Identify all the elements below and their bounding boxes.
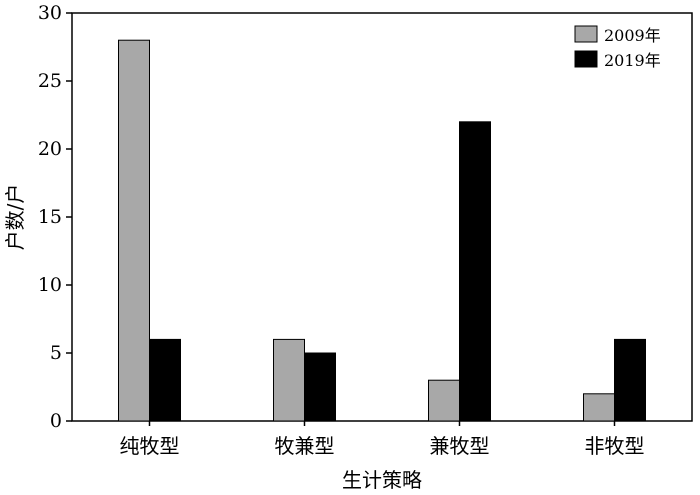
y-tick-label: 30 bbox=[38, 2, 62, 24]
bar-2009-1 bbox=[118, 39, 150, 422]
legend-swatch-2019 bbox=[574, 50, 598, 68]
legend-label-2019: 2019年 bbox=[604, 51, 661, 70]
bar-2009-3 bbox=[428, 379, 460, 422]
y-tick-label: 5 bbox=[50, 342, 62, 364]
legend-swatch-2009 bbox=[574, 25, 598, 43]
x-category-label: 兼牧型 bbox=[430, 434, 490, 458]
bar-2019-4 bbox=[614, 338, 646, 422]
x-category-label: 牧兼型 bbox=[275, 434, 335, 458]
bar-2019-1 bbox=[149, 338, 181, 422]
y-axis-title: 户数/户 bbox=[3, 184, 27, 251]
x-category-label: 纯牧型 bbox=[120, 434, 180, 458]
bar-2009-2 bbox=[273, 338, 305, 422]
y-axis-ticks: 0 5 10 15 20 25 30 bbox=[38, 2, 72, 432]
y-tick-label: 10 bbox=[38, 274, 62, 296]
bar-series-group bbox=[118, 39, 646, 422]
legend: 2009年 2019年 bbox=[574, 25, 661, 70]
x-category-label: 非牧型 bbox=[585, 434, 645, 458]
y-tick-label: 20 bbox=[38, 138, 62, 160]
y-tick-label: 0 bbox=[50, 410, 62, 432]
bar-2009-4 bbox=[583, 393, 615, 422]
y-tick-label: 25 bbox=[38, 70, 62, 92]
bar-2019-3 bbox=[459, 121, 491, 422]
x-axis-category-labels: 纯牧型 牧兼型 兼牧型 非牧型 bbox=[120, 421, 645, 458]
bar-2019-2 bbox=[304, 352, 336, 422]
y-tick-label: 15 bbox=[38, 206, 62, 228]
legend-label-2009: 2009年 bbox=[604, 26, 661, 45]
x-axis-title: 生计策略 bbox=[342, 468, 422, 492]
